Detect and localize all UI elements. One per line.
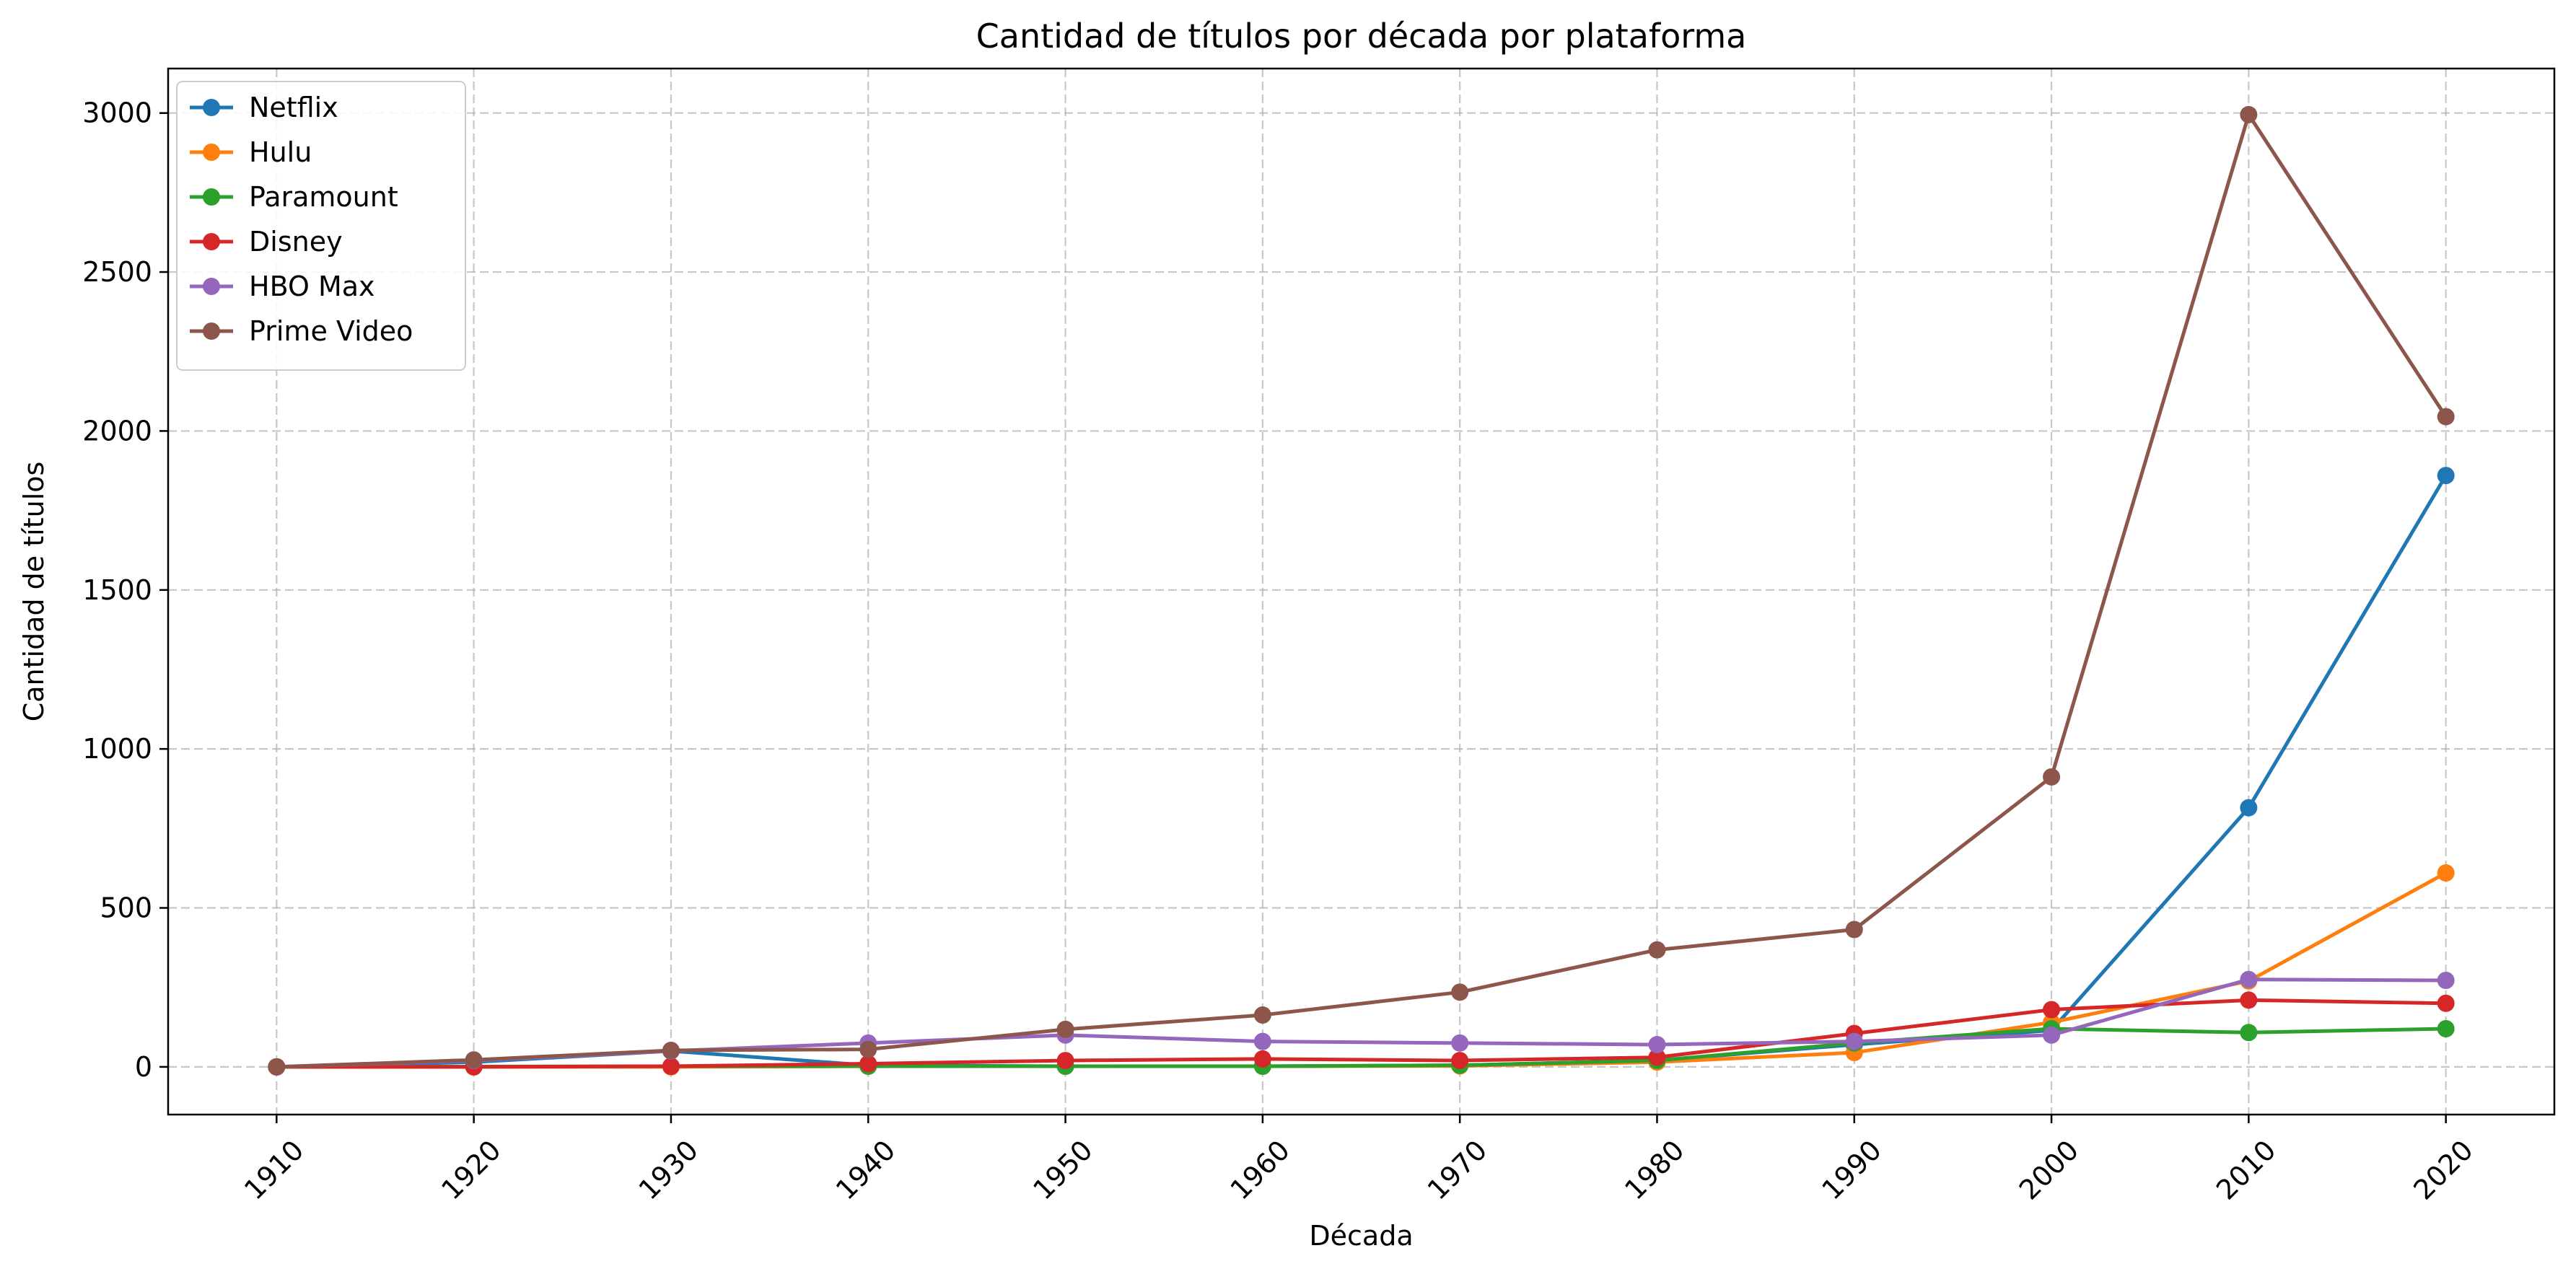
x-tick-label: 1980 xyxy=(1618,1134,1691,1206)
y-tick-label: 3000 xyxy=(82,97,152,129)
legend-item-hulu: Hulu xyxy=(190,136,312,168)
series-lines xyxy=(268,105,2455,1076)
data-point-netflix xyxy=(2437,467,2455,485)
data-point-prime-video xyxy=(1845,921,1863,939)
data-point-prime-video xyxy=(1451,983,1469,1001)
data-point-prime-video xyxy=(465,1051,483,1069)
data-point-hbo-max xyxy=(2437,972,2455,990)
data-point-disney xyxy=(1056,1052,1074,1070)
x-tick-label: 1920 xyxy=(435,1134,507,1206)
legend-item-paramount: Paramount xyxy=(190,181,398,213)
data-point-prime-video xyxy=(2240,105,2258,123)
x-tick-label: 1910 xyxy=(238,1134,310,1206)
data-point-prime-video xyxy=(2437,408,2455,426)
series-prime-video xyxy=(268,105,2455,1076)
data-point-disney xyxy=(2043,1001,2061,1019)
legend-item-prime-video: Prime Video xyxy=(190,315,413,347)
legend-swatch-marker xyxy=(203,188,220,206)
data-point-prime-video xyxy=(859,1040,877,1058)
legend-box xyxy=(176,81,466,371)
data-point-prime-video xyxy=(662,1041,680,1059)
data-point-prime-video xyxy=(2043,768,2061,786)
data-point-hbo-max xyxy=(1648,1036,1666,1054)
x-tick-label: 2020 xyxy=(2407,1134,2479,1206)
data-point-prime-video xyxy=(268,1058,286,1076)
y-axis-title: Cantidad de títulos xyxy=(18,462,50,722)
legend-item-netflix: Netflix xyxy=(190,92,338,123)
legend-label: Paramount xyxy=(249,181,398,213)
chart-title: Cantidad de títulos por década por plata… xyxy=(976,17,1747,56)
data-point-hbo-max xyxy=(2240,970,2258,988)
data-point-netflix xyxy=(2240,799,2258,817)
data-point-disney xyxy=(1253,1050,1271,1068)
grid-lines xyxy=(168,69,2554,1115)
x-tick-label: 1990 xyxy=(1815,1134,1888,1206)
legend-swatch-marker xyxy=(203,278,220,295)
data-point-paramount xyxy=(2240,1024,2258,1042)
data-point-prime-video xyxy=(1253,1006,1271,1024)
data-point-hbo-max xyxy=(1451,1034,1469,1052)
data-point-disney xyxy=(2437,994,2455,1012)
legend-label: Disney xyxy=(249,226,343,258)
x-tick-label: 2000 xyxy=(2013,1134,2085,1206)
data-point-hbo-max xyxy=(1845,1032,1863,1050)
x-tick-label: 1970 xyxy=(1421,1134,1494,1206)
legend-label: Prime Video xyxy=(249,315,413,347)
y-tick-label: 2000 xyxy=(82,415,152,447)
x-tick-label: 1960 xyxy=(1225,1134,1297,1206)
legend-label: Hulu xyxy=(249,136,312,168)
data-point-prime-video xyxy=(1056,1020,1074,1038)
legend-swatch-marker xyxy=(203,144,220,161)
legend: Netflix Hulu Paramount Disney HBO Max Prime V… xyxy=(176,81,466,371)
data-point-disney xyxy=(662,1058,680,1076)
plot-frame xyxy=(167,67,2556,1116)
x-tick-label: 1950 xyxy=(1027,1134,1099,1206)
data-point-hbo-max xyxy=(1253,1032,1271,1050)
y-tick-label: 500 xyxy=(100,892,152,924)
legend-swatch-marker xyxy=(203,99,220,116)
x-axis-title: Década xyxy=(1309,1220,1413,1252)
x-tick-label: 1940 xyxy=(830,1134,902,1206)
legend-item-hbo-max: HBO Max xyxy=(190,271,375,302)
y-tick-label: 1000 xyxy=(82,733,152,765)
series-line-disney xyxy=(276,998,2446,1069)
legend-label: Netflix xyxy=(249,92,338,123)
legend-item-disney: Disney xyxy=(190,226,343,258)
series-netflix xyxy=(268,467,2455,1076)
y-tick-label: 2500 xyxy=(82,256,152,288)
data-point-disney xyxy=(1648,1048,1666,1066)
x-tick-label: 2010 xyxy=(2210,1134,2282,1206)
data-point-disney xyxy=(1451,1052,1469,1070)
series-line-netflix xyxy=(276,474,2448,1069)
data-point-disney xyxy=(859,1055,877,1073)
y-tick-label: 0 xyxy=(135,1051,152,1083)
series-line-hulu xyxy=(276,871,2447,1069)
data-point-hulu xyxy=(2437,864,2455,882)
data-point-hbo-max xyxy=(2043,1026,2061,1044)
legend-swatch-marker xyxy=(203,233,220,250)
data-point-prime-video xyxy=(1648,941,1666,959)
legend-label: HBO Max xyxy=(249,271,375,302)
legend-swatch-marker xyxy=(203,322,220,340)
data-point-paramount xyxy=(2437,1020,2455,1038)
data-point-disney xyxy=(2240,991,2258,1009)
y-tick-label: 1500 xyxy=(82,574,152,606)
x-tick-label: 1930 xyxy=(633,1134,705,1206)
series-line-prime-video xyxy=(276,113,2448,1069)
